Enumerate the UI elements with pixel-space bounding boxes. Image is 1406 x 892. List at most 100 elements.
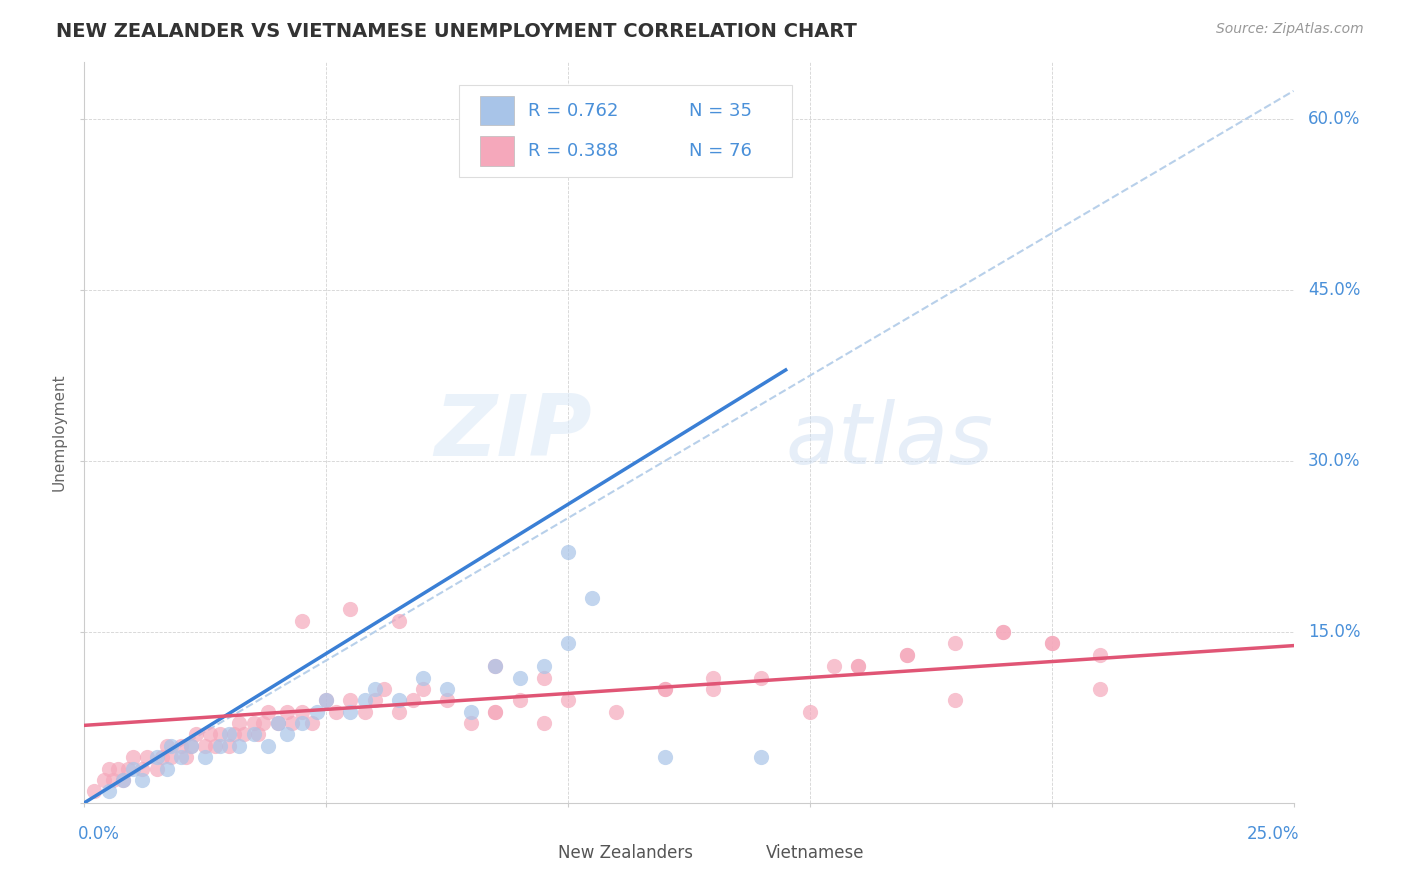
Text: NEW ZEALANDER VS VIETNAMESE UNEMPLOYMENT CORRELATION CHART: NEW ZEALANDER VS VIETNAMESE UNEMPLOYMENT… [56, 22, 858, 41]
Point [702, 681, 724, 696]
Point [97, 762, 120, 776]
Point [107, 762, 129, 776]
Point [170, 739, 193, 753]
Point [150, 750, 173, 764]
Point [339, 705, 361, 719]
Point [799, 705, 821, 719]
Point [654, 681, 676, 696]
Point [605, 705, 627, 719]
Point [509, 693, 531, 707]
Point [233, 727, 256, 741]
Point [533, 716, 555, 731]
Y-axis label: Unemployment: Unemployment [52, 374, 67, 491]
Point [533, 659, 555, 673]
FancyBboxPatch shape [460, 85, 792, 178]
Point [121, 762, 143, 776]
Point [846, 659, 869, 673]
Text: atlas: atlas [786, 399, 994, 482]
Point [208, 739, 231, 753]
Point [247, 727, 270, 741]
Text: R = 0.388: R = 0.388 [529, 143, 619, 161]
Point [896, 648, 918, 662]
Point [484, 659, 506, 673]
Point [943, 693, 966, 707]
Point [363, 693, 385, 707]
Text: Source: ZipAtlas.com: Source: ZipAtlas.com [1216, 22, 1364, 37]
Text: 45.0%: 45.0% [1308, 281, 1361, 299]
Point [388, 693, 411, 707]
Point [136, 750, 159, 764]
Point [208, 727, 231, 741]
Point [112, 772, 135, 787]
Point [242, 716, 264, 731]
Point [339, 602, 361, 616]
Point [557, 636, 579, 650]
Point [581, 591, 603, 605]
Point [315, 693, 337, 707]
Point [103, 772, 125, 787]
Text: R = 0.762: R = 0.762 [529, 102, 619, 120]
Point [257, 705, 280, 719]
Point [436, 681, 458, 696]
Point [198, 727, 221, 741]
Point [751, 750, 773, 764]
Point [291, 716, 314, 731]
Point [180, 739, 202, 753]
Point [281, 716, 304, 731]
Text: Vietnamese: Vietnamese [766, 844, 865, 863]
Point [184, 727, 207, 741]
Point [131, 762, 153, 776]
FancyBboxPatch shape [513, 842, 547, 864]
Point [557, 693, 579, 707]
Point [252, 716, 274, 731]
Point [509, 671, 531, 685]
Point [204, 739, 226, 753]
Text: ZIP: ZIP [434, 391, 592, 475]
Point [484, 659, 506, 673]
Point [1040, 636, 1063, 650]
Point [354, 693, 377, 707]
Point [402, 693, 425, 707]
Point [146, 750, 169, 764]
Point [97, 784, 120, 798]
Point [218, 727, 240, 741]
Point [194, 750, 217, 764]
Point [301, 716, 323, 731]
Point [112, 772, 135, 787]
Point [242, 727, 264, 741]
Point [325, 705, 347, 719]
Point [993, 624, 1015, 639]
Point [146, 762, 169, 776]
Point [180, 739, 202, 753]
Text: 60.0%: 60.0% [1308, 111, 1361, 128]
Text: 15.0%: 15.0% [1308, 623, 1361, 641]
Point [1088, 681, 1111, 696]
Point [484, 705, 506, 719]
Point [291, 705, 314, 719]
Point [823, 659, 845, 673]
Text: 30.0%: 30.0% [1308, 452, 1361, 470]
Point [160, 739, 183, 753]
Point [412, 671, 434, 685]
Point [460, 716, 482, 731]
Point [174, 750, 197, 764]
Point [131, 772, 153, 787]
Point [354, 705, 377, 719]
Point [117, 762, 139, 776]
Text: N = 76: N = 76 [689, 143, 752, 161]
Point [436, 693, 458, 707]
Point [388, 705, 411, 719]
Point [228, 716, 250, 731]
Point [291, 614, 314, 628]
Point [943, 636, 966, 650]
FancyBboxPatch shape [479, 136, 513, 166]
Point [194, 739, 217, 753]
Point [83, 784, 105, 798]
Point [339, 693, 361, 707]
Point [160, 750, 183, 764]
Point [533, 671, 555, 685]
Point [412, 681, 434, 696]
Text: 25.0%: 25.0% [1247, 825, 1299, 843]
Point [276, 705, 298, 719]
Point [702, 671, 724, 685]
